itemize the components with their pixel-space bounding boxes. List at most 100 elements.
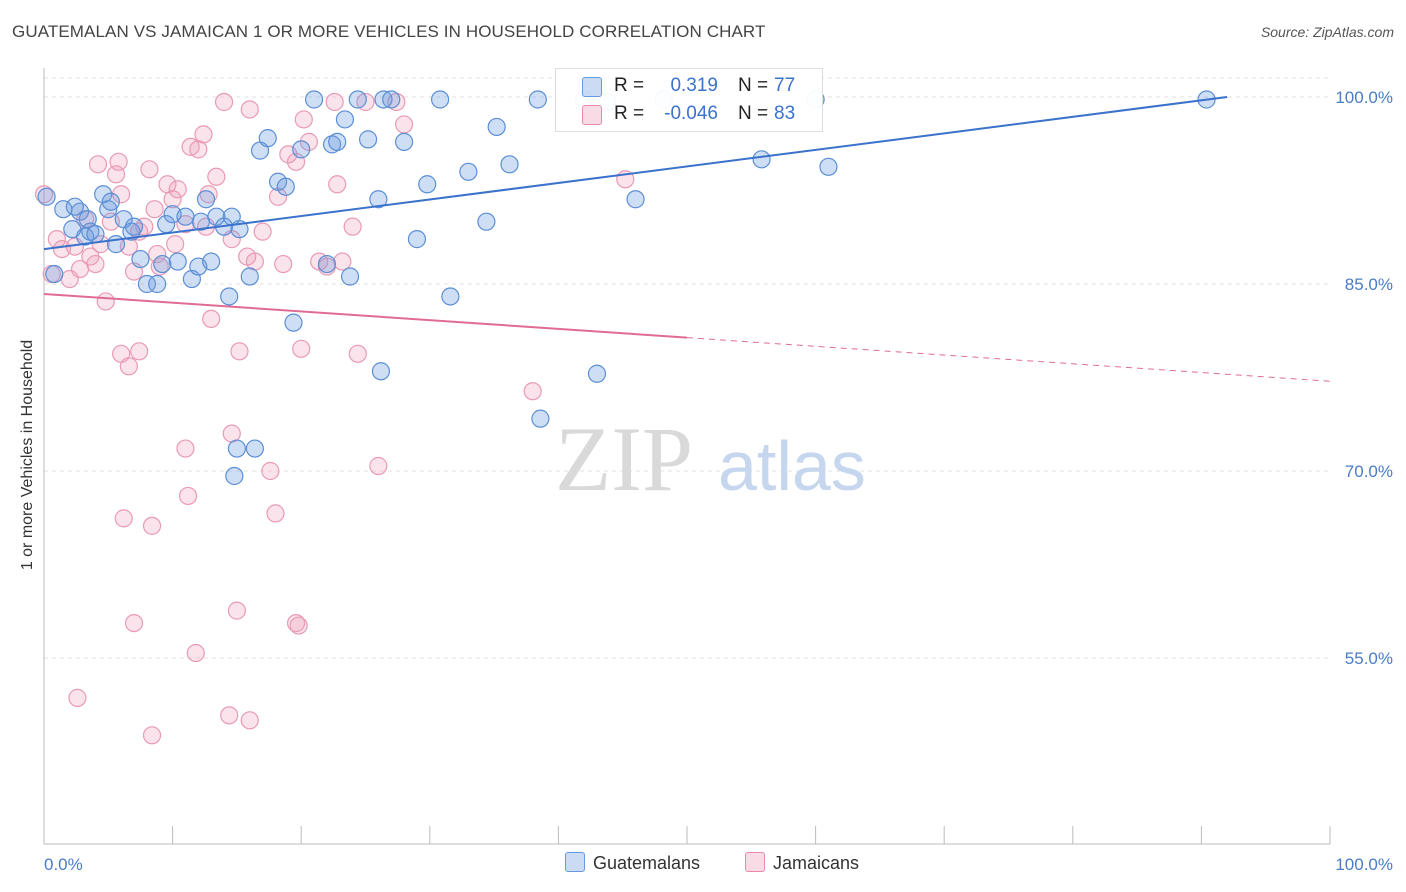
data-point [289,616,308,635]
data-point [371,362,391,381]
data-point [343,217,362,236]
data-point [96,292,115,311]
data-point [225,466,244,486]
bottom-legend-label: Guatemalans [593,853,701,873]
data-point [142,516,162,535]
data-point [34,185,54,204]
legend-n-value: 83 [774,103,796,124]
data-point [459,162,478,181]
trend-lines [43,96,1331,382]
data-point [227,439,246,458]
data-point [220,706,239,725]
data-point [253,222,272,241]
data-point [348,90,367,109]
data-point [202,309,221,329]
data-point [348,344,367,363]
data-point [65,197,84,216]
data-point [202,252,221,271]
data-point [407,230,427,249]
x-tick-label: 0.0% [44,855,83,874]
data-point [153,254,172,274]
watermark: ZIP atlas [555,408,866,510]
y-tick-label: 85.0% [1345,275,1393,294]
data-point [137,274,156,294]
data-point [369,190,388,209]
data-point [101,192,120,211]
bottom-legend-swatch-blue [565,852,585,872]
bottom-legend-guatemalans: Guatemalans [565,852,700,874]
data-point [245,439,265,458]
data-point [292,140,311,159]
data-point [266,504,285,523]
bottom-legend-label: Jamaicans [773,853,860,873]
legend-n-label: N = [738,75,769,96]
data-point [626,190,645,209]
data-point [191,212,210,231]
y-tick-label: 70.0% [1345,462,1393,481]
x-tick-label: 100.0% [1335,855,1393,874]
data-point [220,287,239,306]
watermark-zip: ZIP [555,408,693,510]
data-point [374,90,393,109]
data-point [340,267,360,286]
data-point [148,244,167,264]
data-point [214,92,234,112]
data-point [394,132,414,151]
data-point [119,357,138,376]
data-point [369,456,388,476]
watermark-atlas: atlas [718,427,866,505]
data-point [292,339,311,358]
data-point [148,274,167,294]
axes [43,68,1331,845]
data-point [37,187,56,206]
data-point [196,190,216,209]
stats-legend: R = 0.319 N = 77 R = -0.046 N = 83 [555,68,823,132]
data-point [91,235,110,254]
jamaicans-points [34,92,635,745]
data-point [227,601,246,620]
data-point [819,157,838,176]
data-point [124,613,144,633]
data-point [194,125,213,144]
data-point [199,185,218,204]
data-point [131,249,150,269]
legend-row-jamaicans: R = -0.046 N = 83 [556,101,822,129]
data-point [230,342,249,361]
data-point [168,180,187,199]
data-point [382,90,401,109]
data-point [441,287,460,306]
data-point [88,155,108,174]
legend-swatch-pink [582,105,602,125]
data-point [240,100,259,119]
data-point [418,175,437,194]
data-point [45,264,64,284]
data-point [166,235,185,254]
data-point [430,90,450,109]
data-point [477,212,496,231]
legend-r-label: R = [614,103,645,124]
jamaicans-trend-extension [686,337,1331,382]
data-point [86,254,105,274]
legend-swatch-blue [582,77,602,97]
bottom-legend-swatch-pink [745,852,765,872]
data-point [500,155,519,174]
legend-r-value: -0.046 [664,103,718,124]
y-tick-label: 55.0% [1345,649,1393,668]
data-point [140,160,159,179]
data-point [122,222,141,241]
source-label: Source: ZipAtlas.com [1260,24,1394,40]
data-point [328,132,347,151]
data-point [86,225,105,244]
chart-title: GUATEMALAN VS JAMAICAN 1 OR MORE VEHICLE… [12,22,766,41]
data-point [325,92,344,112]
data-point [178,486,198,506]
legend-row-guatemalans: R = 0.319 N = 77 [556,73,822,101]
data-point [531,409,550,428]
data-point [176,439,195,458]
data-point [487,117,506,137]
data-point [109,152,128,171]
data-point [207,167,226,186]
legend-n-label: N = [738,103,769,124]
y-tick-label: 100.0% [1335,88,1393,107]
